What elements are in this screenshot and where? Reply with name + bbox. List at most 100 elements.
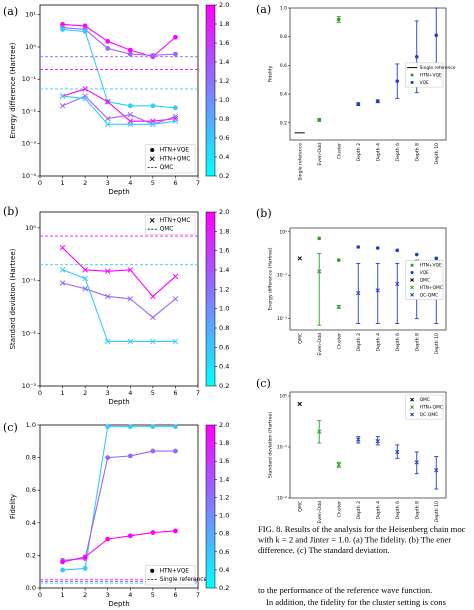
- marker: [297, 256, 302, 261]
- x-tick-label: Depth 10: [434, 501, 440, 522]
- y-tick-label: 0.4: [280, 92, 287, 98]
- marker: [127, 47, 133, 53]
- legend-swatch: [410, 263, 414, 267]
- marker-stroke: [410, 285, 414, 290]
- marker: [434, 256, 439, 261]
- marker-stroke: [336, 462, 341, 467]
- x-tick-label: Single reference: [297, 143, 303, 181]
- x-tick-label: 5: [151, 591, 155, 599]
- marker: [356, 102, 361, 106]
- plot-frame: [39, 211, 199, 387]
- legend-label: QMC: [420, 278, 430, 284]
- x-tick-label: QMC: [297, 501, 303, 512]
- marker-stroke: [336, 304, 341, 309]
- marker-stroke: [149, 218, 155, 223]
- marker: [150, 121, 156, 128]
- marker-stroke: [104, 338, 111, 345]
- marker: [127, 533, 133, 539]
- marker: [127, 111, 134, 118]
- marker-stroke: [150, 338, 156, 345]
- colorbar: [205, 424, 216, 589]
- marker: [150, 338, 156, 345]
- marker: [395, 79, 400, 83]
- body-line: to the performance of the reference wave…: [258, 585, 432, 595]
- legend-swatch: [410, 73, 414, 77]
- y-tick-label: 0.8: [280, 34, 287, 40]
- marker: [59, 103, 66, 109]
- x-tick-label: 1: [61, 179, 65, 187]
- x-tick-label: 3: [106, 179, 110, 187]
- x-tick-label: Depth 10: [434, 143, 440, 164]
- x-tick-label: 7: [196, 389, 200, 397]
- marker-stroke: [172, 273, 179, 280]
- colorbar-tick-label: 0.6: [219, 343, 229, 351]
- legend-label: VQE: [420, 80, 429, 86]
- y-tick-label: 10¹: [279, 229, 287, 235]
- legend-label: HTN+VQE: [160, 568, 190, 574]
- marker-stroke: [127, 296, 134, 302]
- legend-label: HTN+VQE: [420, 263, 442, 269]
- legend-swatch: [410, 285, 414, 290]
- legend-swatch: [410, 412, 414, 417]
- colorbar-tick-label: 0.6: [219, 548, 229, 556]
- colorbar-tick-label: 1.8: [219, 439, 229, 447]
- legend-label: QMC: [420, 397, 430, 403]
- y-tick-label: 10⁻²: [22, 107, 37, 115]
- marker-stroke: [297, 401, 302, 407]
- marker: [105, 455, 111, 460]
- marker: [82, 267, 88, 273]
- marker: [127, 103, 133, 109]
- panel-label: (a): [256, 3, 271, 16]
- marker: [375, 99, 380, 104]
- marker: [82, 23, 88, 29]
- marker: [172, 118, 179, 124]
- marker-stroke: [172, 296, 179, 302]
- marker: [127, 51, 133, 57]
- legend-swatch: [410, 80, 414, 84]
- marker: [59, 93, 66, 99]
- marker: [434, 33, 439, 38]
- marker-stroke: [59, 93, 66, 99]
- marker: [434, 468, 439, 473]
- marker-stroke: [104, 121, 111, 128]
- marker: [60, 559, 65, 565]
- x-tick-label: Depth 8: [414, 143, 420, 161]
- panel-label: (c): [256, 377, 271, 390]
- panel-label: (a): [3, 5, 18, 18]
- x-tick-label: 4: [128, 179, 132, 187]
- marker: [414, 460, 419, 465]
- marker: [127, 424, 133, 430]
- legend-label: QMC: [160, 165, 174, 171]
- marker-stroke: [82, 275, 88, 282]
- panel-label: (c): [3, 421, 18, 434]
- x-tick-label: 7: [196, 591, 200, 599]
- marker: [59, 280, 66, 286]
- y-axis-label: Standard deviation (Hartree): [268, 412, 274, 478]
- y-tick-label: 10⁰: [25, 224, 36, 232]
- x-tick-label: 3: [106, 389, 110, 397]
- y-tick-label: 0.6: [26, 486, 36, 494]
- y-tick-label: 0.2: [280, 120, 287, 126]
- marker: [105, 38, 111, 44]
- x-tick-label: 5: [151, 389, 155, 397]
- x-tick-label: Depth 4: [375, 143, 381, 161]
- marker-stroke: [150, 121, 156, 128]
- x-tick-label: 1: [61, 389, 65, 397]
- y-tick-label: 10⁰: [25, 43, 36, 51]
- marker: [356, 290, 361, 296]
- series-line: [62, 426, 176, 571]
- colorbar-tick-label: 1.2: [219, 77, 229, 85]
- legend-swatch: [149, 218, 155, 223]
- marker: [127, 267, 134, 273]
- y-tick-label: 10⁻⁴: [22, 172, 37, 180]
- legend-label: Single reference: [420, 65, 456, 71]
- x-tick-label: Depth 4: [375, 501, 381, 519]
- marker: [82, 566, 88, 571]
- legend-label: QMC: [160, 227, 174, 233]
- caption-line: FIG. 8. Results of the analysis for the …: [258, 524, 466, 534]
- marker: [82, 29, 88, 34]
- x-tick-label: 0: [38, 179, 42, 187]
- y-tick-label: 0.4: [26, 519, 36, 527]
- marker: [127, 453, 133, 459]
